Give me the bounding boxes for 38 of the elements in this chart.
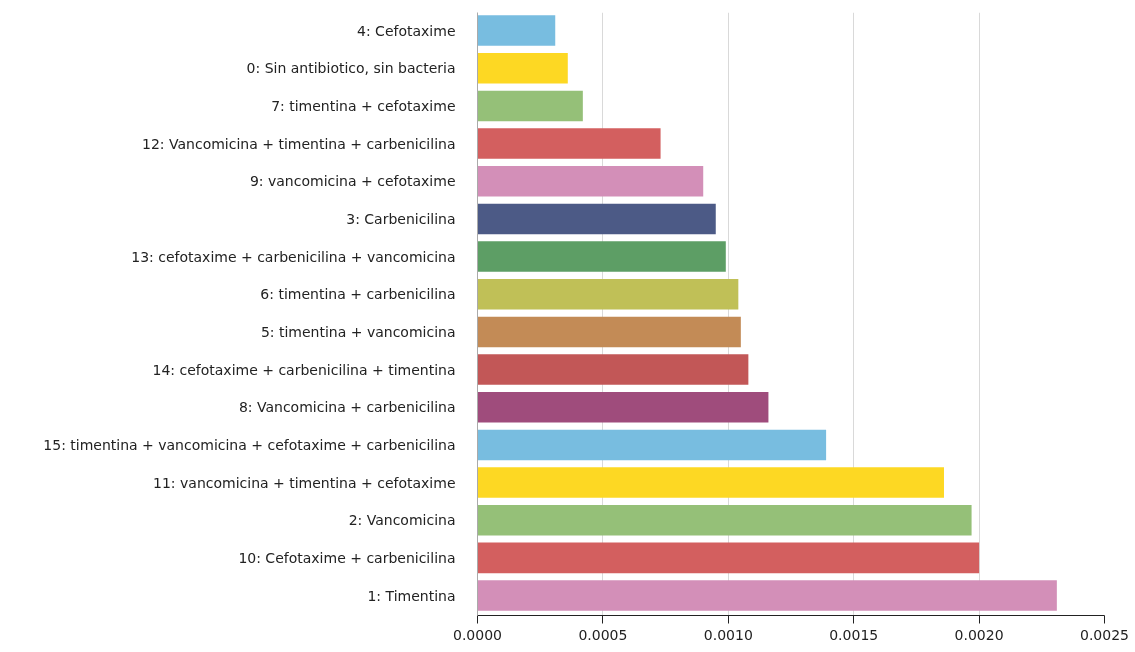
- x-tick-label: 0.0015: [829, 626, 879, 643]
- y-tick-label: 12: Vancomicina + timentina + carbenicilina: [142, 135, 456, 152]
- y-tick-label: 5: timentina + vancomicina: [260, 323, 456, 340]
- bar: [477, 241, 726, 272]
- y-tick-label: 7: timentina + cefotaxime: [271, 97, 456, 114]
- bar: [477, 52, 568, 84]
- bar: [477, 15, 556, 46]
- y-tick-label: 15: timentina + vancomicina + cefotaxime + carbenicilina: [43, 436, 456, 453]
- y-tick-label: 13: cefotaxime + carbenicilina + vancomicina: [131, 248, 456, 265]
- x-tick-label: 0.0020: [954, 626, 1004, 643]
- x-tick-label: 0.0025: [1080, 626, 1130, 643]
- x-tick-label: 0.0010: [703, 626, 753, 643]
- bar: [477, 542, 980, 574]
- y-tick-label: 11: vancomicina + timentina + cefotaxime: [153, 474, 456, 491]
- bar: [477, 504, 972, 536]
- y-tick-label: 0: Sin antibiotico, sin bacteria: [246, 60, 456, 77]
- bar: [477, 467, 944, 498]
- bar: [477, 354, 749, 385]
- bar: [477, 429, 827, 461]
- y-tick-label: 1: Timentina: [367, 587, 456, 604]
- y-tick-label: 6: timentina + carbenicilina: [260, 286, 456, 303]
- bar: [477, 580, 1057, 611]
- bar: [477, 90, 583, 122]
- y-tick-label: 9: vancomicina + cefotaxime: [249, 173, 456, 190]
- bar: [477, 128, 661, 159]
- bar: [477, 391, 769, 423]
- bar: [477, 203, 716, 235]
- x-tick-label: 0.0000: [453, 626, 503, 643]
- y-tick-label: 10: Cefotaxime + carbenicilina: [238, 549, 456, 566]
- x-tick-label: 0.0005: [578, 626, 628, 643]
- y-tick-label: 14: cefotaxime + carbenicilina + timentina: [152, 361, 456, 378]
- bar: [477, 165, 704, 197]
- y-tick-label: 8: Vancomicina + carbenicilina: [238, 399, 456, 416]
- y-tick-label: 2: Vancomicina: [348, 512, 456, 529]
- y-tick-label: 4: Cefotaxime: [357, 22, 456, 39]
- bar: [477, 278, 739, 310]
- bar: [477, 316, 741, 348]
- y-tick-label: 3: Carbenicilina: [346, 210, 456, 227]
